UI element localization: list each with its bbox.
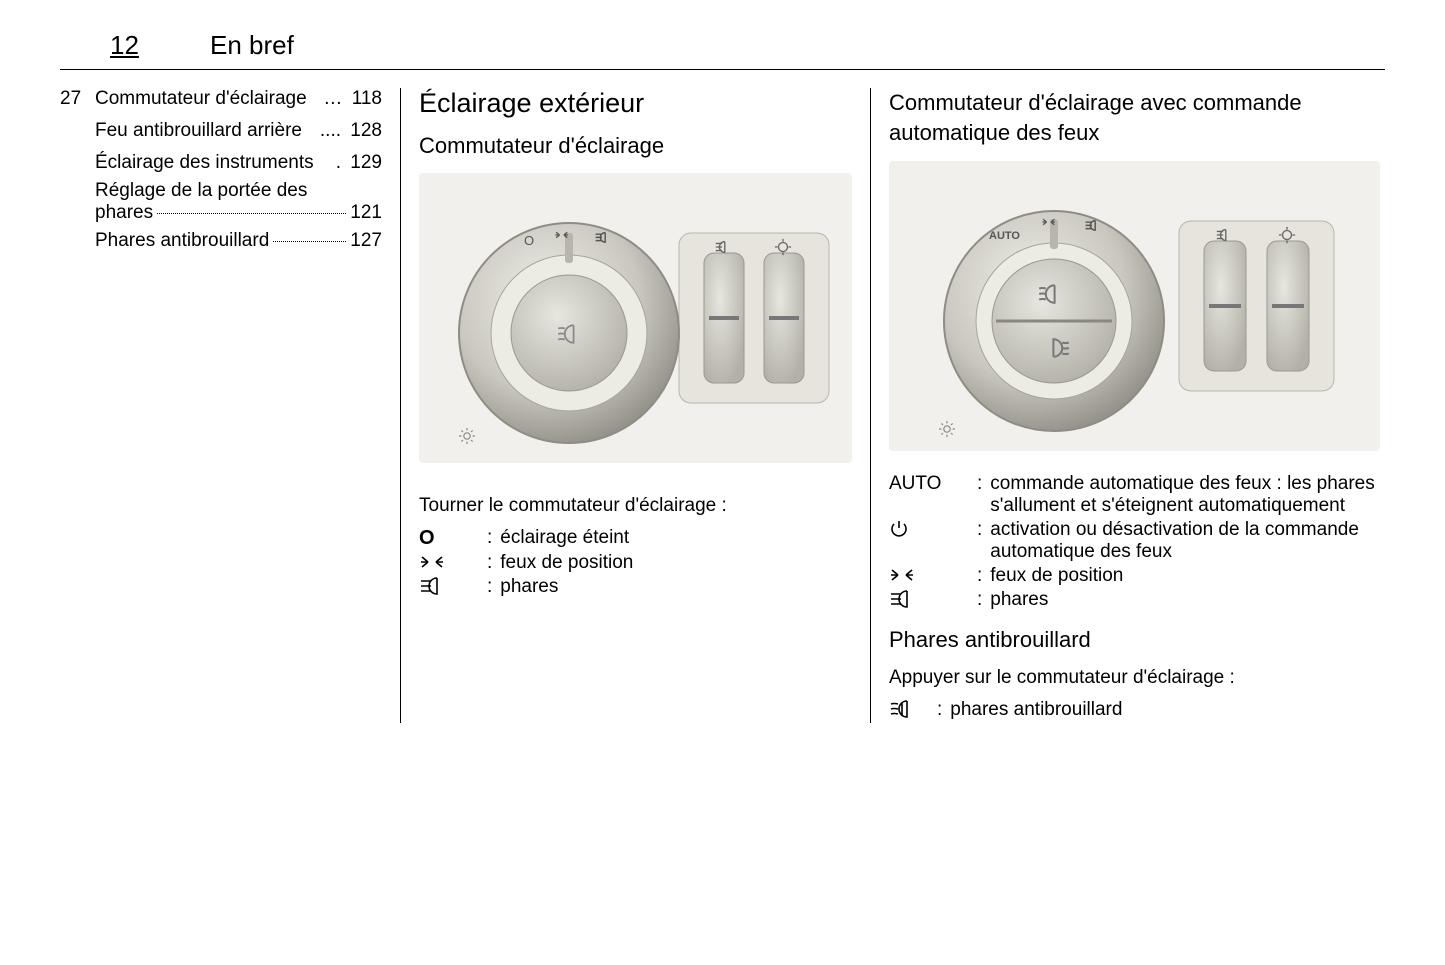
def-headlights-text: phares bbox=[500, 576, 852, 598]
foglights-icon bbox=[889, 699, 929, 719]
caption-turn-switch: Tourner le commutateur d'éclairage : bbox=[419, 495, 852, 517]
right-column: Commutateur d'éclairage avec commande au… bbox=[870, 88, 1380, 723]
toc-dots: .... bbox=[315, 120, 347, 142]
colon: : bbox=[937, 699, 942, 721]
auto-light-switch-svg: AUTO bbox=[889, 161, 1359, 451]
page-number: 12 bbox=[110, 30, 170, 61]
def-sidelights-text: feux de position bbox=[500, 552, 852, 574]
toc-label: Phares antibrouillard bbox=[95, 230, 269, 252]
def-power: : activation ou désactivation de la comm… bbox=[889, 519, 1380, 563]
toc-entry: Réglage de la portée des phares 121 bbox=[95, 180, 382, 224]
subheading-light-switch: Commutateur d'éclairage bbox=[419, 133, 852, 159]
toc-page: 128 bbox=[350, 120, 382, 142]
symbol-off: O bbox=[419, 527, 479, 550]
caption-press-switch: Appuyer sur le commutateur d'éclairage : bbox=[889, 667, 1380, 689]
toc-entry: Éclairage des instruments . 129 bbox=[95, 152, 382, 174]
symbol-auto: AUTO bbox=[889, 473, 969, 495]
def-headlights-auto-text: phares bbox=[990, 589, 1380, 611]
colon: : bbox=[487, 576, 492, 598]
def-sidelights-auto: : feux de position bbox=[889, 565, 1380, 587]
page-header: 12 En bref bbox=[60, 30, 1385, 70]
colon: : bbox=[977, 519, 982, 541]
def-headlights-auto: : phares bbox=[889, 589, 1380, 611]
heading-auto-light-switch: Commutateur d'éclairage avec commande au… bbox=[889, 88, 1380, 147]
colon: : bbox=[487, 527, 492, 549]
sidelights-icon bbox=[419, 552, 479, 572]
light-switch-svg: O bbox=[419, 173, 849, 463]
def-headlights: : phares bbox=[419, 576, 852, 598]
toc-dots bbox=[273, 241, 346, 242]
light-switch-illustration: O bbox=[419, 173, 852, 463]
toc-page: 118 bbox=[352, 88, 382, 110]
center-column: Éclairage extérieur Commutateur d'éclair… bbox=[400, 88, 870, 723]
power-icon bbox=[889, 519, 969, 539]
def-sidelights-auto-text: feux de position bbox=[990, 565, 1380, 587]
svg-text:O: O bbox=[524, 233, 534, 248]
toc-label: Commutateur d'éclairage bbox=[95, 88, 307, 110]
toc-entry: Commutateur d'éclairage … 118 bbox=[95, 88, 382, 110]
toc-entry: Feu antibrouillard arrière .... 128 bbox=[95, 120, 382, 142]
def-off-text: éclairage éteint bbox=[500, 527, 852, 549]
def-foglights: : phares antibrouillard bbox=[889, 699, 1380, 721]
toc-column: 27 Commutateur d'éclairage … 118 Feu ant… bbox=[60, 88, 400, 723]
manual-page: 12 En bref 27 Commutateur d'éclairage … … bbox=[0, 0, 1445, 965]
toc-label-cont: phares bbox=[95, 202, 153, 224]
sidelights-icon bbox=[889, 565, 969, 585]
content-columns: 27 Commutateur d'éclairage … 118 Feu ant… bbox=[60, 88, 1385, 723]
subheading-foglights: Phares antibrouillard bbox=[889, 627, 1380, 653]
toc-label: Éclairage des instruments bbox=[95, 152, 314, 174]
toc-page: 129 bbox=[350, 152, 382, 174]
def-sidelights: : feux de position bbox=[419, 552, 852, 574]
toc-label: Réglage de la portée des bbox=[95, 180, 307, 201]
colon: : bbox=[977, 473, 982, 495]
toc-dots: … bbox=[318, 88, 348, 110]
colon: : bbox=[977, 589, 982, 611]
toc-page: 121 bbox=[350, 202, 382, 224]
svg-text:AUTO: AUTO bbox=[989, 230, 1020, 242]
colon: : bbox=[487, 552, 492, 574]
auto-light-switch-illustration: AUTO bbox=[889, 161, 1380, 451]
heading-exterior-lighting: Éclairage extérieur bbox=[419, 88, 852, 119]
toc-entry: Phares antibrouillard 127 bbox=[95, 230, 382, 252]
section-title: En bref bbox=[210, 30, 294, 61]
def-auto-text: commande automatique des feux : les phar… bbox=[990, 473, 1380, 517]
colon: : bbox=[977, 565, 982, 587]
def-auto: AUTO : commande automatique des feux : l… bbox=[889, 473, 1380, 517]
toc-dots bbox=[157, 213, 346, 214]
def-foglights-text: phares antibrouillard bbox=[950, 699, 1380, 721]
toc-page: 127 bbox=[350, 230, 382, 252]
toc-label: Feu antibrouillard arrière bbox=[95, 120, 302, 142]
def-power-text: activation ou désactivation de la comman… bbox=[990, 519, 1380, 563]
headlights-icon bbox=[889, 589, 969, 609]
toc-dots: . bbox=[330, 152, 346, 174]
toc-group: 27 Commutateur d'éclairage … 118 Feu ant… bbox=[60, 88, 382, 252]
headlights-icon bbox=[419, 576, 479, 596]
toc-group-number: 27 bbox=[60, 88, 95, 110]
def-off: O : éclairage éteint bbox=[419, 527, 852, 550]
